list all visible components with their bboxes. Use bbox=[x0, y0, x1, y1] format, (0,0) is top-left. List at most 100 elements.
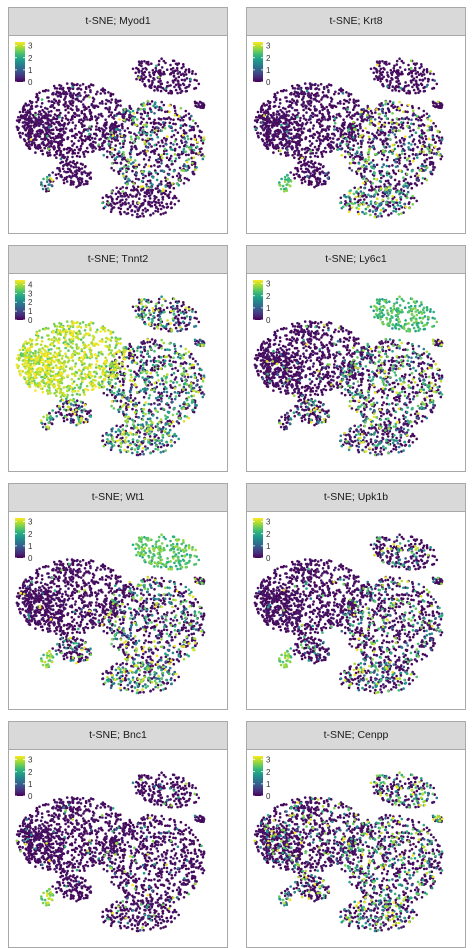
cell-point bbox=[137, 401, 141, 405]
cell-point bbox=[364, 207, 368, 211]
cell-point bbox=[93, 137, 97, 140]
cell-point bbox=[417, 124, 421, 127]
cell-point bbox=[415, 117, 418, 121]
cell-point bbox=[333, 117, 337, 120]
cell-point bbox=[147, 173, 151, 177]
cell-point bbox=[142, 117, 145, 121]
cell-point bbox=[425, 112, 429, 116]
cell-point bbox=[163, 124, 166, 127]
cell-point bbox=[145, 190, 149, 194]
cell-point bbox=[45, 190, 48, 193]
cell-point bbox=[382, 145, 386, 148]
cell-point bbox=[402, 117, 405, 121]
cell-point bbox=[114, 395, 117, 398]
cell-point bbox=[279, 131, 283, 134]
cell-point bbox=[154, 66, 158, 70]
cell-point bbox=[406, 157, 410, 160]
cell-point bbox=[352, 130, 355, 133]
cell-point bbox=[162, 450, 165, 453]
cell-point bbox=[118, 132, 122, 136]
cell-point bbox=[139, 122, 142, 125]
cell-point bbox=[88, 125, 92, 128]
cell-point bbox=[51, 105, 54, 108]
cell-point bbox=[176, 91, 179, 95]
cell-point bbox=[380, 176, 383, 180]
cell-point bbox=[141, 67, 145, 71]
cell-point bbox=[306, 129, 310, 132]
cell-point bbox=[271, 137, 275, 141]
cell-point bbox=[296, 129, 300, 133]
cell-point bbox=[316, 155, 320, 158]
cell-point bbox=[395, 71, 398, 74]
cell-point bbox=[355, 112, 358, 115]
cell-point bbox=[138, 206, 141, 209]
cell-point bbox=[197, 134, 201, 138]
cell-point bbox=[391, 197, 394, 201]
cell-point bbox=[314, 82, 317, 86]
cell-point bbox=[149, 410, 153, 413]
cell-point bbox=[371, 132, 374, 136]
cell-point bbox=[311, 111, 314, 115]
cell-point bbox=[309, 180, 313, 184]
cell-point bbox=[324, 180, 327, 183]
cell-point bbox=[112, 128, 115, 131]
cell-point bbox=[410, 118, 413, 122]
cell-point bbox=[187, 158, 191, 161]
cell-point bbox=[38, 110, 42, 113]
facet-panel: t-SNE; Myod1 0 1 2 3 bbox=[8, 7, 228, 234]
cell-point bbox=[387, 165, 391, 168]
cell-point bbox=[95, 125, 98, 128]
cell-point bbox=[339, 144, 342, 147]
cell-point bbox=[36, 96, 40, 100]
cell-point bbox=[68, 129, 72, 132]
cell-point bbox=[352, 161, 355, 164]
cell-point bbox=[81, 125, 84, 129]
cell-point bbox=[178, 176, 182, 179]
cell-point bbox=[128, 141, 132, 144]
cell-point bbox=[184, 114, 188, 117]
cell-point bbox=[369, 180, 372, 184]
cell-point bbox=[387, 75, 390, 78]
cell-point bbox=[162, 136, 166, 140]
cell-point bbox=[160, 66, 164, 69]
cell-point bbox=[24, 133, 28, 137]
cell-point bbox=[125, 175, 128, 178]
cell-point bbox=[139, 151, 142, 154]
cell-point bbox=[149, 403, 153, 406]
cell-point bbox=[296, 87, 300, 90]
cell-point bbox=[410, 122, 413, 126]
cell-point bbox=[122, 379, 125, 383]
cell-point bbox=[173, 391, 177, 394]
cell-point bbox=[304, 122, 308, 126]
cell-point bbox=[127, 357, 131, 360]
cell-point bbox=[59, 157, 63, 161]
cell-point bbox=[327, 117, 330, 121]
cell-point bbox=[384, 179, 388, 183]
cell-point bbox=[347, 124, 351, 128]
cell-point bbox=[53, 146, 56, 149]
cell-point bbox=[307, 107, 311, 110]
cell-point bbox=[359, 172, 363, 176]
cell-point bbox=[129, 158, 132, 162]
cell-point bbox=[298, 92, 301, 96]
cell-point bbox=[24, 102, 27, 105]
cell-point bbox=[375, 108, 378, 111]
cell-point bbox=[145, 132, 149, 136]
cell-point bbox=[54, 140, 58, 144]
cell-point bbox=[33, 125, 36, 129]
cell-point bbox=[328, 102, 332, 106]
cell-point bbox=[176, 307, 179, 310]
cell-point bbox=[35, 92, 39, 96]
cell-point bbox=[62, 92, 66, 96]
cell-point bbox=[169, 148, 173, 151]
cell-point bbox=[360, 151, 363, 154]
cell-point bbox=[103, 140, 107, 143]
panel-title: t-SNE; Myod1 bbox=[9, 8, 227, 36]
cell-point bbox=[307, 160, 310, 164]
cell-point bbox=[165, 390, 169, 394]
cell-point bbox=[395, 190, 398, 194]
cell-point bbox=[346, 106, 349, 109]
cell-point bbox=[54, 411, 58, 414]
cell-point bbox=[128, 113, 131, 117]
cell-point bbox=[127, 165, 130, 168]
